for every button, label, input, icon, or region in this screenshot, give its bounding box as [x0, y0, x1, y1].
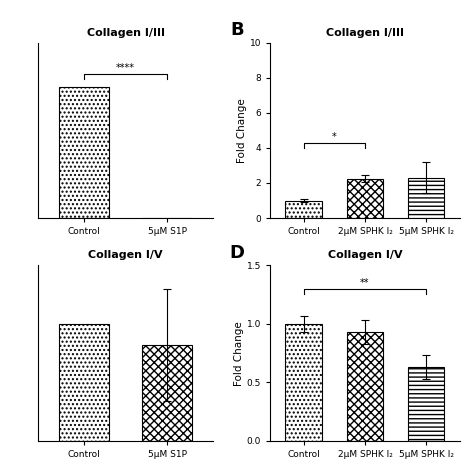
Bar [59, 87, 109, 218]
Text: **: ** [360, 278, 370, 288]
Text: D: D [229, 244, 245, 262]
Y-axis label: Fold Change: Fold Change [234, 321, 244, 385]
Y-axis label: Fold Change: Fold Change [237, 98, 247, 163]
Title: Collagen I/III: Collagen I/III [326, 27, 404, 38]
Bar [408, 178, 445, 218]
Title: Collagen I/III: Collagen I/III [87, 27, 164, 38]
Title: Collagen I/V: Collagen I/V [328, 250, 402, 261]
Bar [285, 201, 322, 218]
Text: *: * [332, 132, 337, 142]
Text: ****: **** [116, 64, 135, 73]
Bar [59, 324, 109, 441]
Bar [285, 324, 322, 441]
Title: Collagen I/V: Collagen I/V [88, 250, 163, 261]
Bar [408, 367, 445, 441]
Bar [346, 179, 383, 218]
Bar [346, 332, 383, 441]
Text: B: B [230, 21, 244, 39]
Bar [142, 345, 192, 441]
